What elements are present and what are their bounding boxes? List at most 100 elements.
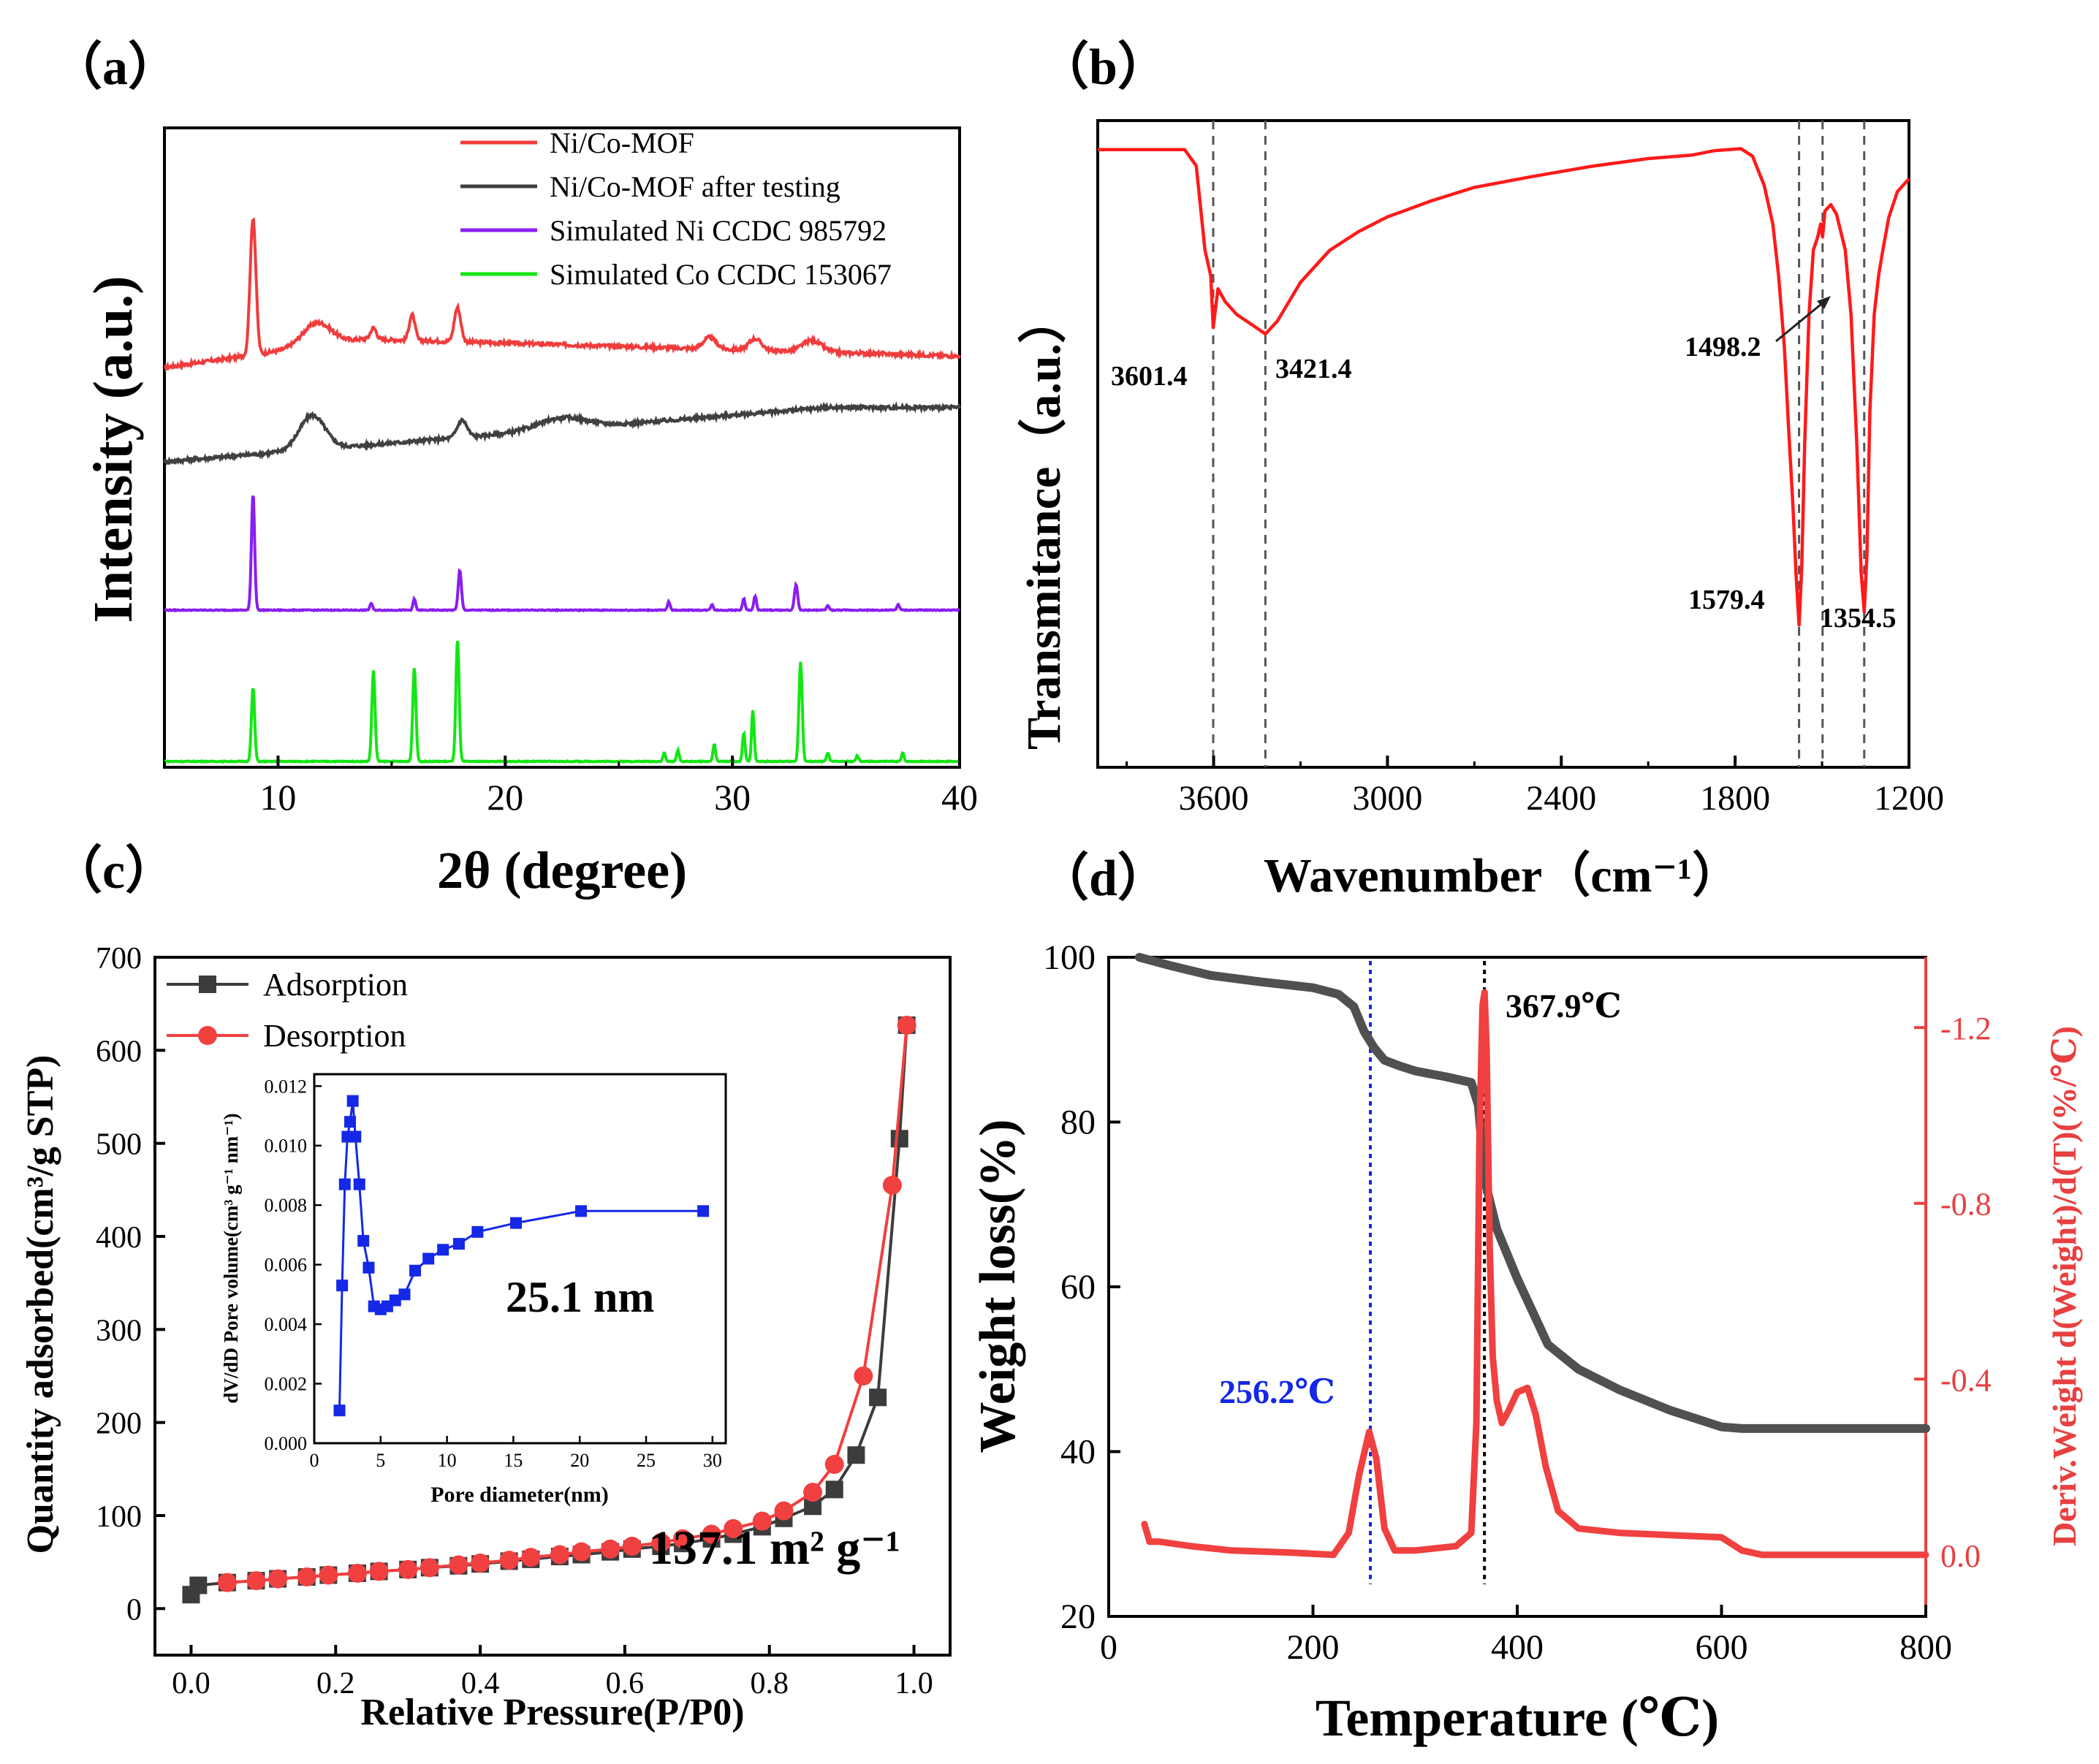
b-xtick-label: 2400 <box>1526 779 1596 818</box>
c-line-desorption <box>227 1024 908 1584</box>
d-ytick-right-label: -0.4 <box>1940 1362 1992 1398</box>
peak-temp-367: 367.9℃ <box>1506 987 1622 1024</box>
desorption-point <box>420 1558 439 1578</box>
desorption-point <box>752 1511 772 1531</box>
c-ytick-label: 0 <box>126 1593 142 1627</box>
panel-c: （c） 0.0 0.2 0.4 0.6 0.8 1.0010020030040050060… <box>20 843 952 1733</box>
inset-point <box>422 1252 435 1265</box>
inset-ytick-label: 0.010 <box>265 1136 308 1157</box>
xrd-curve-4 <box>164 640 961 764</box>
inset-point <box>363 1261 375 1274</box>
c-legend-label: Adsorption <box>263 967 408 1003</box>
panel-b-xlabel: Wavenumber（cm⁻¹） <box>1264 848 1740 902</box>
panel-b-curves <box>1098 147 1910 627</box>
inset-point <box>346 1095 359 1107</box>
desorption-point <box>217 1573 237 1592</box>
desorption-point <box>897 1015 916 1035</box>
panel-a-xticks: 10 20 30 40 <box>163 756 978 818</box>
inset-ytick-label: 0.006 <box>265 1255 308 1276</box>
desorption-point <box>572 1542 591 1562</box>
panel-d-axes: 0 200 400 600 800 20 40 60 80 100 0.0 -0.4 -0.8 -1.2 <box>1043 938 1992 1667</box>
desorption-point <box>319 1565 338 1585</box>
panel-d-series <box>1134 953 1930 1559</box>
d-ytick-label: 40 <box>1060 1433 1096 1472</box>
desorption-point <box>882 1175 902 1195</box>
xrd-curve-1 <box>164 217 961 373</box>
inset-point <box>409 1264 422 1277</box>
d-ytick-right-label: 0.0 <box>1940 1538 1981 1574</box>
desorption-point <box>268 1569 288 1589</box>
peak-label-1498: 1498.2 <box>1685 332 1761 362</box>
panel-b: （b） 3600 3000 2400 1800 1200 3601.4 3421.4 1… <box>1017 39 1944 902</box>
peak-label-3601: 3601.4 <box>1111 361 1188 392</box>
d-xtick-label: 200 <box>1287 1628 1340 1667</box>
peak-temp-256: 256.2℃ <box>1219 1373 1335 1410</box>
inset-point <box>389 1294 401 1307</box>
d-xtick-label: 400 <box>1491 1628 1544 1667</box>
inset-point <box>349 1130 362 1143</box>
panel-a-curves <box>163 217 961 764</box>
a-xtick-label: 30 <box>714 777 751 818</box>
inset-point <box>398 1288 411 1301</box>
peak-label-3421: 3421.4 <box>1275 354 1352 384</box>
desorption-point <box>398 1559 418 1579</box>
xrd-curve-3 <box>164 495 960 613</box>
inset-xtick-label: 5 <box>376 1450 385 1471</box>
inset-ytick-label: 0.004 <box>265 1314 308 1335</box>
desorption-point <box>449 1555 468 1575</box>
d-ytick-label: 80 <box>1060 1103 1096 1142</box>
inset-point <box>336 1280 349 1292</box>
desorption-point <box>803 1483 823 1502</box>
a-xtick-label: 40 <box>941 777 978 818</box>
inset-ytick-label: 0.002 <box>265 1374 308 1395</box>
inset-xtick-label: 30 <box>703 1450 722 1471</box>
inset-plot: 0 5 10 15 20 25 30 0.000 0.002 0.004 0.006 0.008 0.0… <box>265 1076 722 1471</box>
inset-frame <box>313 1073 727 1445</box>
panel-c-label: （c） <box>51 843 176 900</box>
peak-arrowhead-1498 <box>1817 296 1831 309</box>
panel-b-vlines <box>1212 121 1866 767</box>
panel-b-label: （b） <box>1038 39 1169 96</box>
adsorption-point <box>847 1446 865 1464</box>
panel-c-series <box>182 1015 916 1604</box>
c-ytick-label: 700 <box>96 942 142 976</box>
a-legend-label: Ni/Co-MOF after testing <box>550 170 840 203</box>
bet-surface-area: 137.1 m² g⁻¹ <box>649 1521 900 1575</box>
c-xtick-label: 0.6 <box>606 1667 645 1700</box>
inset-point <box>510 1217 523 1229</box>
panel-a: （a） 10 20 30 40 2θ (degree) Intensity (a.u.… <box>51 39 978 900</box>
xrd-curve-2 <box>163 401 961 465</box>
peak-label-1579: 1579.4 <box>1688 585 1765 615</box>
inset-ytick-label: 0.008 <box>265 1195 308 1216</box>
desorption-point <box>347 1563 367 1583</box>
c-ytick-label: 200 <box>96 1407 142 1441</box>
panel-a-xlabel: 2θ (degree) <box>437 841 687 900</box>
c-xtick-label: 1.0 <box>895 1667 933 1700</box>
desorption-point <box>724 1518 743 1538</box>
adsorption-point <box>869 1388 887 1407</box>
b-xtick-label: 3600 <box>1179 779 1249 818</box>
panel-d-label: （d） <box>1038 850 1169 907</box>
panel-a-legend: Ni/Co-MOF Ni/Co-MOF after testing Simulate… <box>460 126 892 291</box>
inset-point <box>344 1116 357 1128</box>
inset-ylabel: dV/dD Pore volume(cm³ g⁻¹ nm⁻¹) <box>220 1113 242 1403</box>
d-ytick-right-label: -1.2 <box>1940 1011 1992 1046</box>
desorption-point <box>651 1532 671 1552</box>
a-legend-label: Simulated Co CCDC 153067 <box>550 258 892 291</box>
desorption-point <box>854 1366 873 1385</box>
c-xtick-label: 0.2 <box>316 1667 355 1700</box>
inset-annotation: 25.1 nm <box>506 1273 654 1321</box>
inset-xlabel: Pore diameter(nm) <box>430 1483 609 1507</box>
inset-point <box>357 1235 370 1247</box>
c-legend-marker <box>199 976 216 993</box>
c-ytick-label: 500 <box>96 1128 142 1162</box>
inset-ytick-label: 0.000 <box>265 1433 308 1454</box>
d-ytick-right-label: -0.8 <box>1940 1187 1992 1223</box>
inset-point <box>437 1244 449 1256</box>
ftir-curve <box>1098 147 1910 627</box>
panel-a-label: （a） <box>51 39 179 96</box>
desorption-point <box>499 1551 519 1570</box>
inset-point <box>338 1178 351 1190</box>
d-ytick-label: 60 <box>1060 1268 1096 1307</box>
